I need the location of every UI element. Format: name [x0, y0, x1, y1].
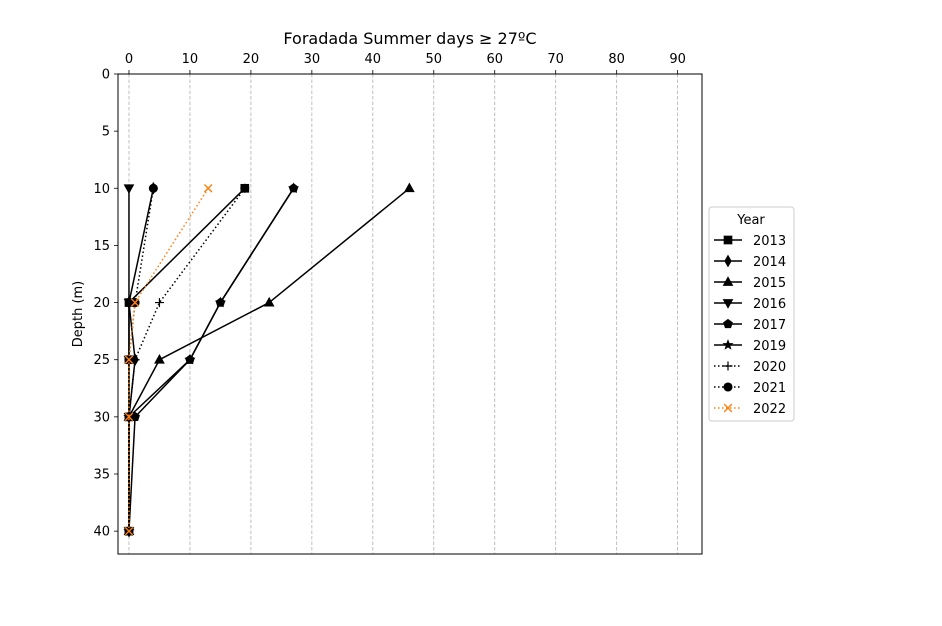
y-tick-label-35: 35: [93, 468, 110, 483]
data-point-2022-1: [130, 298, 140, 307]
data-point-2022-2: [124, 355, 134, 365]
x-tick-label-80: 80: [608, 52, 625, 67]
data-point-2022-0: [203, 183, 213, 193]
legend-marker-2022: [723, 403, 733, 413]
data-point-2020-1: [154, 298, 164, 308]
x-tick-label-20: 20: [243, 52, 260, 67]
legend-label-2022: 2022: [753, 402, 786, 417]
legend-label-2016: 2016: [753, 297, 786, 312]
chart-title: Foradada Summer days ≥ 27ºC: [283, 29, 536, 48]
legend-marker-2013: [723, 235, 733, 245]
data-point-2015-0: [404, 182, 415, 193]
x-tick-label-0: 0: [125, 52, 133, 67]
legend-label-2014: 2014: [753, 255, 786, 270]
data-point-2020-0: [240, 183, 250, 193]
y-tick-label-10: 10: [93, 182, 110, 197]
x-tick-label-50: 50: [426, 52, 443, 67]
legend-label-2015: 2015: [753, 276, 786, 291]
legend-marker-2015: [722, 276, 734, 286]
data-point-2016-0: [123, 184, 135, 195]
axes-layer: 0 10 20 30 40 50 60 70 80 90 0 5 10 15 20 25 30 35 40: [93, 52, 703, 555]
data-point-2019-1: [214, 296, 227, 308]
data-point-2022-3: [124, 412, 134, 422]
data-point-2021-0: [148, 183, 158, 193]
legend-label-2021: 2021: [753, 381, 786, 396]
legend-marker-2017: [723, 318, 733, 329]
legend-marker-2019: [722, 339, 734, 350]
series-line-2015: [128, 187, 410, 532]
x-tick-label-70: 70: [547, 52, 564, 67]
y-tick-label-30: 30: [93, 410, 110, 425]
legend-label-2017: 2017: [753, 318, 786, 333]
y-tick-label-5: 5: [102, 125, 110, 140]
series-layer: [123, 181, 415, 538]
series-line-2022: [128, 187, 209, 532]
x-tick-label-60: 60: [486, 52, 503, 67]
plot-frame: [117, 73, 703, 555]
data-point-2019-2: [184, 353, 196, 365]
x-tick-label-10: 10: [182, 52, 199, 67]
y-tick-label-0: 0: [102, 68, 110, 83]
x-tick-label-30: 30: [304, 52, 321, 67]
legend-title: Year: [736, 213, 765, 228]
series-line-2019: [128, 187, 295, 532]
series-2019: [123, 182, 300, 536]
y-tick-label-40: 40: [93, 525, 110, 540]
x-tick-label-90: 90: [669, 52, 686, 67]
data-point-2019-0: [287, 182, 300, 194]
legend-label-2013: 2013: [753, 234, 786, 249]
x-tick-label-40: 40: [365, 52, 382, 67]
legend-label-2020: 2020: [753, 360, 786, 375]
grid-layer: [128, 74, 679, 554]
legend-label-2019: 2019: [753, 339, 786, 354]
y-tick-label-25: 25: [93, 353, 110, 368]
legend-marker-2020: [723, 361, 733, 371]
legend: 2013 2014 2015 2016 2017 2019 2020 2021 2022: [708, 206, 795, 422]
legend-marker-2014: [724, 254, 732, 268]
series-2015: [123, 182, 415, 536]
y-tick-label-20: 20: [93, 296, 110, 311]
series-2022: [124, 183, 213, 536]
legend-marker-2021: [723, 382, 733, 392]
data-point-2022-4: [124, 526, 134, 536]
y-axis-label: Depth (m): [71, 281, 86, 348]
data-point-2015-1: [263, 296, 275, 307]
y-tick-label-15: 15: [93, 239, 110, 254]
data-point-2015-2: [154, 353, 165, 364]
series-2017: [124, 183, 299, 536]
legend-marker-2016: [722, 299, 734, 309]
series-line-2017: [128, 187, 295, 532]
